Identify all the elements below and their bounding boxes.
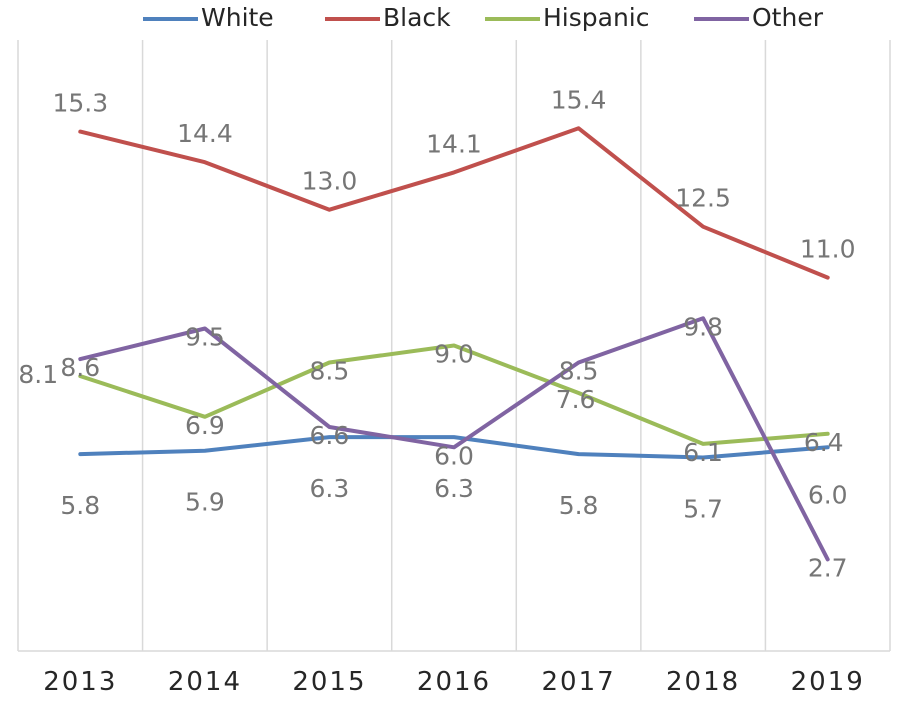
data-label-white-2016: 6.3 bbox=[434, 474, 474, 503]
x-axis-ticks: 2013 2014 2015 2016 2017 2018 2019 bbox=[43, 667, 865, 697]
series-line-hispanic bbox=[78, 343, 830, 446]
data-label-white-2015: 6.3 bbox=[310, 474, 350, 503]
data-label-black-2019: 11.0 bbox=[800, 235, 856, 264]
data-label-white-2018: 5.7 bbox=[683, 495, 723, 524]
series-line-black bbox=[78, 126, 830, 280]
x-tick-label: 2013 bbox=[43, 667, 117, 697]
data-label-black-2017: 15.4 bbox=[551, 85, 607, 114]
series-lines bbox=[78, 126, 830, 562]
data-label-hispanic-2013: 8.1 bbox=[18, 360, 58, 389]
data-label-hispanic-2018: 6.1 bbox=[683, 438, 723, 467]
data-label-other-2018: 9.8 bbox=[683, 312, 723, 341]
data-label-hispanic-2015: 8.5 bbox=[310, 357, 350, 386]
legend-item-black: Black bbox=[325, 3, 451, 32]
data-label-other-2013: 8.6 bbox=[60, 353, 100, 382]
data-label-other-2019: 2.7 bbox=[808, 553, 848, 582]
data-label-white-2014: 5.9 bbox=[185, 488, 225, 517]
legend-item-hispanic: Hispanic bbox=[485, 3, 650, 32]
data-label-hispanic-2014: 6.9 bbox=[185, 411, 225, 440]
x-tick-label: 2019 bbox=[791, 667, 865, 697]
legend-item-other: Other bbox=[694, 3, 824, 32]
data-label-black-2016: 14.1 bbox=[426, 129, 482, 158]
data-labels: 5.8 5.9 6.3 6.3 5.8 5.7 6.0 15.3 14.4 13.0 14.1 15.… bbox=[18, 85, 855, 582]
data-label-other-2017: 8.5 bbox=[559, 357, 599, 386]
legend-label: Other bbox=[752, 3, 824, 32]
data-label-white-2019: 6.0 bbox=[808, 480, 848, 509]
data-label-white-2013: 5.8 bbox=[60, 491, 100, 520]
data-label-black-2015: 13.0 bbox=[302, 167, 358, 196]
data-label-other-2016: 6.0 bbox=[434, 441, 474, 470]
legend-label: Hispanic bbox=[543, 3, 650, 32]
data-label-other-2014: 9.5 bbox=[185, 323, 225, 352]
x-tick-label: 2016 bbox=[417, 667, 491, 697]
legend-label: White bbox=[201, 3, 274, 32]
series-line-other bbox=[78, 316, 830, 562]
x-tick-label: 2017 bbox=[542, 667, 616, 697]
legend-item-white: White bbox=[143, 3, 274, 32]
x-tick-label: 2015 bbox=[292, 667, 366, 697]
data-label-hispanic-2016: 9.0 bbox=[434, 340, 474, 369]
x-tick-label: 2014 bbox=[168, 667, 242, 697]
data-label-hispanic-2017: 7.6 bbox=[556, 385, 596, 414]
series-line-white bbox=[78, 435, 830, 460]
x-tick-label: 2018 bbox=[666, 667, 740, 697]
data-label-other-2015: 6.6 bbox=[310, 421, 350, 450]
data-label-black-2013: 15.3 bbox=[52, 89, 108, 118]
data-label-black-2014: 14.4 bbox=[177, 119, 233, 148]
legend: White Black Hispanic Other bbox=[143, 3, 824, 32]
data-label-hispanic-2019: 6.4 bbox=[804, 428, 844, 457]
legend-label: Black bbox=[383, 3, 451, 32]
data-label-black-2018: 12.5 bbox=[675, 184, 731, 213]
data-label-white-2017: 5.8 bbox=[559, 491, 599, 520]
